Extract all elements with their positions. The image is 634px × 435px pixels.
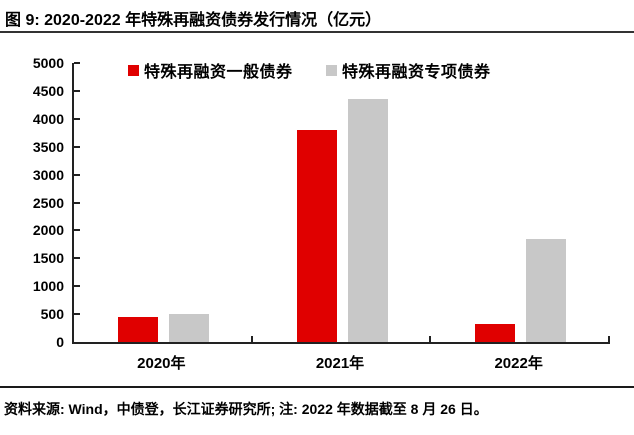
figure-title: 图 9: 2020-2022 年特殊再融资债券发行情况（亿元） — [5, 12, 382, 29]
x-axis-label: 2021年 — [315, 355, 365, 372]
bar-general-2020年 — [117, 316, 158, 342]
source-note: 资料来源: Wind，中债登，长江证券研究所; 注: 2022 年数据截至 8 … — [4, 401, 488, 417]
legend-label-general: 特殊再融资一般债券 — [144, 64, 293, 81]
bar-general-2022年 — [475, 324, 516, 342]
x-axis-label: 2022年 — [494, 355, 543, 372]
y-axis-label: 500 — [40, 306, 64, 323]
y-axis-label: 2000 — [32, 222, 64, 239]
y-axis-tick — [74, 173, 80, 176]
bar-special-2022年 — [526, 238, 567, 342]
y-axis-label: 3500 — [32, 138, 64, 155]
y-axis-tick — [74, 313, 80, 316]
legend-item-special: 特殊再融资专项债券 — [326, 58, 491, 82]
y-axis-tick — [74, 285, 80, 288]
x-axis-tick — [608, 336, 610, 342]
y-axis-label: 1500 — [32, 250, 64, 267]
bar-special-2020年 — [168, 314, 209, 342]
y-axis-label: 4500 — [32, 82, 64, 99]
y-axis-tick — [74, 257, 80, 260]
legend-label-special: 特殊再融资专项债券 — [342, 64, 491, 81]
x-axis-label: 2020年 — [137, 355, 186, 372]
bar-special-2021年 — [347, 99, 388, 342]
plot-area — [72, 62, 610, 344]
x-axis-tick — [250, 336, 253, 342]
y-axis-tick — [74, 62, 80, 64]
y-axis-tick — [74, 117, 80, 120]
footer-divider — [0, 386, 634, 388]
y-axis-tick — [74, 89, 80, 92]
bar-general-2021年 — [296, 129, 337, 342]
legend-swatch-general — [128, 64, 139, 76]
y-axis-tick — [74, 145, 80, 148]
y-axis-label: 0 — [56, 334, 64, 350]
y-axis-tick — [74, 229, 80, 232]
y-axis-tick — [74, 201, 80, 204]
legend-swatch-special — [326, 64, 337, 76]
x-axis-tick — [429, 336, 432, 342]
y-axis-label: 2500 — [32, 194, 64, 211]
chart-area: 特殊再融资一般债券 特殊再融资专项债券 0 500 1000 1500 2000 2500… — [0, 34, 634, 384]
title-divider — [0, 31, 634, 33]
y-axis-label: 4000 — [32, 110, 64, 127]
y-axis-label: 3000 — [32, 166, 64, 183]
y-axis-label: 1000 — [32, 278, 64, 295]
legend-item-general: 特殊再融资一般债券 — [128, 58, 293, 82]
y-axis-label: 5000 — [32, 55, 64, 71]
